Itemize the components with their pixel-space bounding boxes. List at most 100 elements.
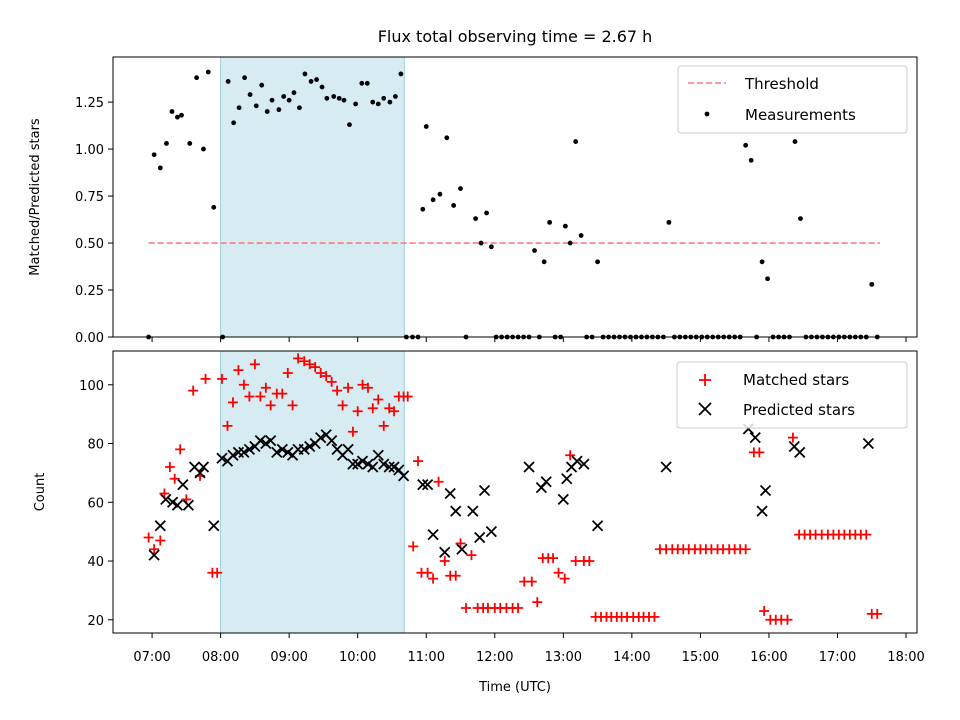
matched-stars-point — [402, 391, 413, 402]
matched-stars-point — [565, 450, 576, 461]
matched-stars-point — [526, 576, 537, 587]
predicted-stars-point — [478, 484, 491, 497]
matched-stars-series — [143, 353, 883, 625]
measurements-point — [387, 99, 393, 105]
predicted-stars-point — [238, 446, 250, 458]
count-y-tick-label: 100 — [79, 379, 104, 394]
predicted-stars-point — [523, 461, 535, 473]
measurements-point — [430, 197, 436, 203]
matched-stars-point — [352, 406, 363, 417]
threshold-legend-label: Threshold — [744, 75, 819, 93]
x-tick-label: 16:00 — [750, 650, 787, 665]
ratio-y-tick-label: 0.50 — [75, 237, 104, 252]
predicted-stars-point — [304, 440, 316, 453]
predicted-stars-point — [660, 461, 672, 473]
predicted-stars-point — [485, 526, 497, 538]
matched-stars-point — [326, 376, 337, 387]
matched-stars-point — [378, 420, 389, 431]
matched-stars-point — [450, 570, 461, 581]
x-tick-label: 12:00 — [476, 650, 513, 665]
matched-stars-point — [155, 535, 166, 546]
predicted-stars-point — [794, 446, 806, 458]
measurements-point — [359, 80, 365, 86]
x-tick-label: 11:00 — [408, 650, 445, 665]
ratio-y-tick-label: 1.25 — [75, 96, 104, 111]
ratio-y-axis-label: Matched/Predicted stars — [28, 118, 43, 276]
matched-stars-point — [532, 597, 543, 608]
measurements-point — [541, 259, 547, 265]
count-y-tick-label: 80 — [87, 438, 104, 453]
x-tick-label: 17:00 — [819, 650, 856, 665]
predicted-stars-point — [444, 487, 456, 500]
matched-stars-point — [227, 397, 238, 408]
ratio-y-tick-label: 0.75 — [75, 190, 104, 205]
predicted-stars-point — [540, 476, 552, 488]
matched-stars-point — [428, 573, 439, 584]
measurements-point — [562, 223, 568, 229]
matched-stars-point — [212, 567, 223, 578]
measurements-point — [331, 94, 337, 99]
measurements-point — [179, 112, 184, 118]
predicted-stars-point — [315, 432, 327, 444]
measurements-point — [247, 92, 253, 97]
ratio-panel: 0.00 0.25 0.50 0.75 1.00 1.25 Matched/Predict… — [28, 56, 918, 346]
measurements-point — [423, 124, 429, 129]
matched-stars-point — [584, 556, 595, 567]
matched-stars-point — [310, 362, 321, 373]
matched-stars-point — [332, 385, 343, 396]
predicted-stars-point — [378, 458, 390, 470]
measurements-point — [444, 135, 450, 141]
predicted-stars-point — [243, 443, 256, 456]
measurements-point — [437, 191, 443, 197]
matched-stars-point — [238, 379, 249, 390]
predicted-stars-point — [749, 432, 761, 444]
matched-stars-point — [347, 426, 358, 437]
predicted-stars-point — [383, 461, 395, 473]
predicted-stars-point — [216, 452, 228, 464]
x-tick-label: 15:00 — [682, 650, 719, 665]
matched-stars-point — [287, 400, 298, 411]
predicted-stars-point — [271, 446, 283, 458]
predicted-stars-point — [759, 484, 772, 497]
predicted-stars-point — [756, 505, 768, 517]
ratio-legend: Threshold Measurements — [677, 65, 908, 134]
predicted-stars-point — [561, 473, 573, 485]
x-axis-label: Time (UTC) — [478, 680, 551, 695]
ratio-y-tick-label: 0.25 — [75, 284, 104, 299]
x-tick-label: 10:00 — [339, 650, 376, 665]
matched-stars-point — [362, 382, 373, 393]
predicted-stars-point — [356, 455, 369, 467]
measurements-point — [478, 240, 484, 246]
measurements-point — [211, 204, 217, 210]
measurements-point — [392, 94, 398, 99]
matched-stars-point — [373, 394, 384, 405]
predicted-stars-point — [342, 443, 354, 456]
measurements-point — [666, 219, 672, 225]
matched-stars-point — [304, 359, 315, 370]
measurements-point — [151, 152, 157, 158]
predicted-stars-point — [397, 470, 410, 482]
predicted-stars-point — [160, 493, 172, 505]
predicted-stars-point — [372, 449, 384, 461]
predicted-stars-point — [148, 549, 160, 561]
predicted-stars-point — [474, 531, 486, 544]
measurements-point — [353, 101, 359, 107]
measurements-point — [532, 248, 537, 253]
measurements-point — [451, 203, 457, 208]
predicted-stars-point — [298, 443, 310, 456]
measurements-point — [253, 103, 259, 109]
ratio-y-tick-label: 0.00 — [75, 331, 104, 346]
measurements-point — [595, 259, 600, 265]
matched-stars-point — [337, 400, 348, 411]
measurements-point — [488, 244, 494, 250]
count-y-tick-label: 20 — [87, 614, 104, 629]
predicted-stars-point — [367, 461, 379, 473]
observing-window-span-lower — [220, 350, 405, 634]
predicted-stars-point — [171, 499, 184, 511]
predicted-stars-point — [197, 461, 210, 473]
x-tick-label: 09:00 — [270, 650, 307, 665]
matched-stars-point — [553, 567, 564, 578]
count-panel: 20 40 60 80 100 07:00 08:00 09:00 10:00 11:00 12:0… — [33, 350, 925, 665]
measurements-point — [759, 259, 765, 265]
matched-stars-point — [357, 379, 368, 390]
